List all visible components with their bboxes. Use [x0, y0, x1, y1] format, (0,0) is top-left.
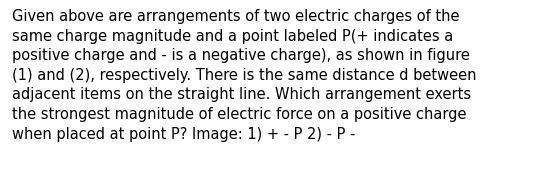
Text: Given above are arrangements of two electric charges of the
same charge magnitud: Given above are arrangements of two elec…	[12, 9, 477, 142]
